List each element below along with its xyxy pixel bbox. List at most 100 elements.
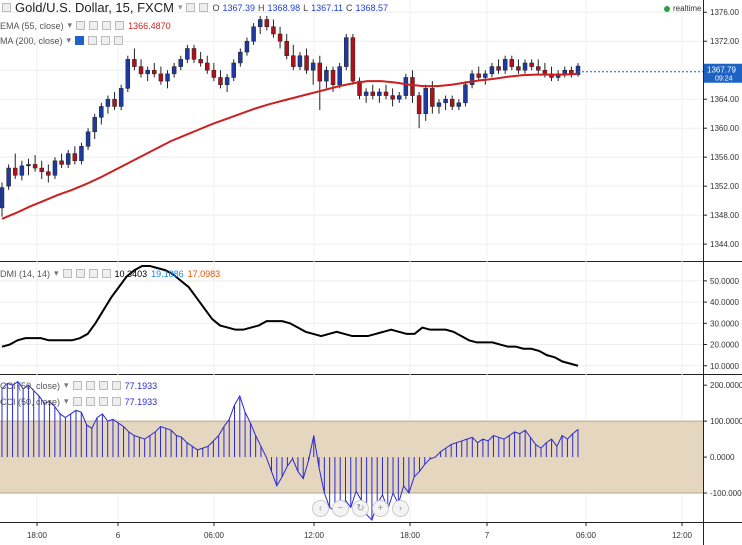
- candle-body: [205, 62, 210, 71]
- settings-icon[interactable]: [76, 21, 86, 30]
- candle-body: [52, 160, 58, 176]
- candle-body: [32, 164, 38, 169]
- candle-body: [423, 88, 428, 114]
- x-tick-label: 18:00: [400, 531, 421, 540]
- x-tick-label: 06:00: [576, 531, 597, 540]
- cci-line: [1, 380, 579, 521]
- reset-icon[interactable]: ↻: [352, 500, 369, 517]
- candle-body: [165, 73, 170, 82]
- y-tick-label: 1348.00: [710, 211, 739, 220]
- symbol-title: Gold/U.S. Dollar, 15, FXCM: [15, 0, 174, 15]
- candle-body: [430, 88, 435, 107]
- close-icon[interactable]: [111, 397, 121, 406]
- close-icon[interactable]: [101, 269, 111, 278]
- ohlc-key-c: C: [345, 2, 353, 13]
- candle: [456, 99, 462, 111]
- y-tick-label: 10.0000: [710, 362, 739, 371]
- y-tick-label: 100.0000: [710, 417, 742, 426]
- candle: [357, 77, 362, 100]
- dropdown-icon[interactable]: ▾: [64, 396, 69, 406]
- plus-icon[interactable]: +: [372, 500, 389, 517]
- candle: [324, 66, 329, 89]
- dropdown-icon[interactable]: ▾: [54, 268, 59, 278]
- settings-icon[interactable]: [72, 397, 82, 406]
- candle: [132, 48, 137, 71]
- candle: [489, 62, 495, 78]
- ohlc-value-h: 1368.98: [267, 2, 301, 13]
- add-icon[interactable]: [101, 36, 111, 45]
- add-icon[interactable]: [102, 21, 112, 30]
- y-tick-label: -100.0000: [710, 489, 742, 498]
- cci-legend-2[interactable]: CCI (50, close) ▾ 77.1933: [0, 396, 157, 407]
- y-tick-label: 1344.00: [710, 240, 739, 249]
- candle-body: [105, 98, 111, 107]
- close-icon[interactable]: [111, 381, 121, 390]
- dropdown-icon[interactable]: ▾: [177, 2, 183, 12]
- settings-icon[interactable]: [186, 3, 196, 12]
- eye-icon[interactable]: [199, 3, 209, 12]
- candle-body: [145, 69, 150, 75]
- eye-icon[interactable]: [88, 36, 98, 45]
- candle-body: [456, 102, 462, 107]
- dmi-legend[interactable]: DMI (14, 14) ▾ 10.3403 19.1886 17.0983: [0, 268, 220, 279]
- candle-body: [536, 66, 541, 71]
- candle-body: [224, 77, 230, 85]
- chevron-left-icon[interactable]: ‹: [312, 500, 329, 517]
- candle-body: [529, 62, 534, 67]
- candle: [158, 66, 164, 85]
- settings-icon[interactable]: [62, 269, 72, 278]
- add-icon[interactable]: [98, 397, 108, 406]
- eye-icon[interactable]: [89, 21, 99, 30]
- dmi-value-1: 10.3403: [114, 268, 148, 279]
- chart-header: Gold/U.S. Dollar, 15, FXCM ▾ O 1367.39 H 13…: [2, 0, 388, 15]
- candle: [138, 59, 144, 78]
- candle-body: [0, 187, 5, 209]
- candle-body: [502, 59, 508, 71]
- x-tick-label: 12:00: [304, 531, 325, 540]
- candle-body: [291, 55, 296, 67]
- candle-body: [310, 62, 316, 71]
- candle-body: [46, 171, 51, 176]
- candle: [344, 33, 349, 71]
- collapse-icon[interactable]: [2, 3, 11, 12]
- add-icon[interactable]: [98, 381, 108, 390]
- candle-body: [171, 66, 177, 75]
- candle: [185, 44, 190, 63]
- cci-legend[interactable]: CCI (50, close) ▾ 77.1933: [0, 380, 157, 391]
- chevron-right-icon[interactable]: ›: [392, 500, 409, 517]
- candle: [337, 62, 342, 89]
- eye-icon[interactable]: [85, 397, 95, 406]
- settings-icon[interactable]: [75, 36, 85, 45]
- candle: [436, 99, 442, 114]
- candle: [463, 81, 468, 107]
- candle: [72, 146, 78, 165]
- ma-legend[interactable]: MA (200, close) ▾: [0, 35, 124, 46]
- candle-body: [304, 55, 309, 71]
- add-icon[interactable]: [88, 269, 98, 278]
- candle-body: [211, 69, 217, 78]
- candle: [32, 155, 38, 172]
- candle: [390, 88, 395, 107]
- close-icon[interactable]: [115, 21, 125, 30]
- ema-legend[interactable]: EMA (55, close) ▾ 1366.4870: [0, 20, 171, 31]
- dropdown-icon[interactable]: ▾: [66, 35, 72, 45]
- cci-legend-name: CCI (50, close): [0, 380, 61, 391]
- candle-body: [191, 48, 197, 60]
- eye-icon[interactable]: [75, 269, 85, 278]
- candle-countdown: 09:24: [715, 76, 733, 83]
- cci-band: [0, 421, 703, 494]
- y-tick-label: 1356.00: [710, 153, 739, 162]
- eye-icon[interactable]: [85, 381, 95, 390]
- candle: [522, 59, 528, 74]
- candle-body: [496, 66, 501, 71]
- dropdown-icon[interactable]: ▾: [64, 380, 69, 390]
- dropdown-icon[interactable]: ▾: [67, 20, 73, 30]
- minus-icon[interactable]: −: [332, 500, 349, 517]
- close-icon[interactable]: [114, 36, 124, 45]
- candle-body: [483, 73, 488, 78]
- candle: [231, 59, 236, 82]
- x-tick-label: 7: [485, 531, 490, 540]
- settings-icon[interactable]: [72, 381, 82, 390]
- y-tick-label: 1372.00: [710, 37, 739, 46]
